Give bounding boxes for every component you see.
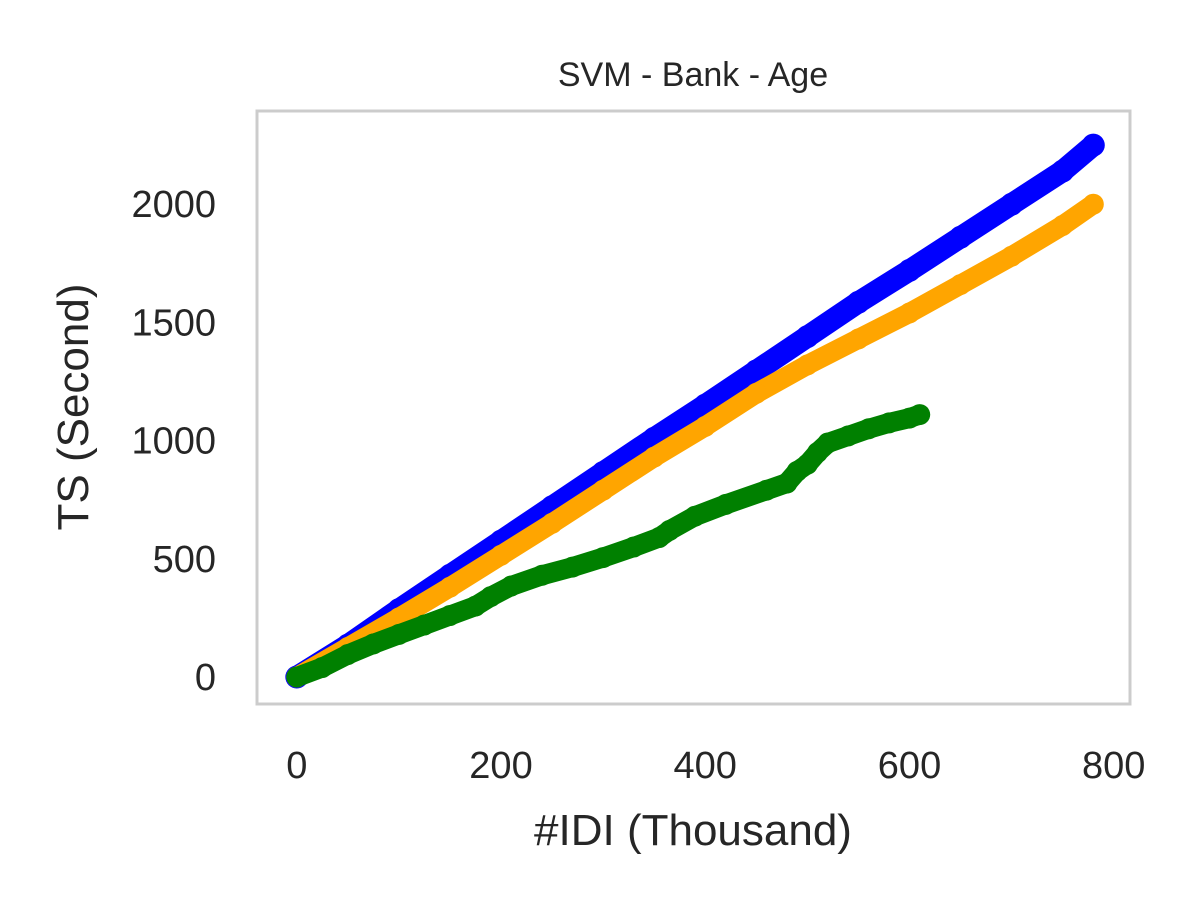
- chart-title: SVM - Bank - Age: [558, 56, 828, 94]
- data-point: [659, 519, 680, 541]
- series-1: [286, 193, 1104, 688]
- data-point: [1081, 133, 1105, 157]
- data-point: [531, 564, 553, 586]
- data-point: [562, 556, 583, 578]
- series-2: [286, 404, 931, 688]
- data-point: [337, 644, 359, 665]
- y-tick-label: 500: [153, 539, 216, 581]
- x-tick-label: 200: [469, 745, 532, 787]
- y-axis-ticks: 0 500 1000 1500 2000: [131, 184, 216, 699]
- y-tick-label: 0: [195, 657, 216, 699]
- data-point: [858, 418, 880, 440]
- data-point: [878, 412, 900, 434]
- data-point: [949, 225, 972, 249]
- data-point: [1052, 215, 1074, 236]
- x-axis-label: #IDI (Thousand): [534, 806, 852, 855]
- data-point: [413, 614, 435, 636]
- plot-frame: [255, 109, 1132, 706]
- data-point: [795, 325, 819, 349]
- data-point: [846, 290, 870, 314]
- data-point: [796, 354, 818, 376]
- data-point: [623, 536, 645, 558]
- series-line-1: [286, 194, 1104, 687]
- data-point: [541, 512, 563, 534]
- data-point: [286, 666, 308, 688]
- data-point: [1051, 159, 1075, 183]
- x-tick-label: 400: [673, 745, 736, 787]
- y-tick-label: 1000: [131, 421, 216, 463]
- data-point: [756, 479, 777, 501]
- data-point: [362, 633, 384, 655]
- data-point: [439, 576, 461, 598]
- data-point: [439, 605, 461, 626]
- data-point: [847, 328, 869, 350]
- data-point: [694, 415, 716, 437]
- data-point: [592, 479, 614, 501]
- y-tick-label: 1500: [131, 302, 216, 344]
- data-point: [490, 544, 512, 566]
- data-point: [684, 505, 706, 527]
- x-tick-label: 0: [286, 745, 307, 787]
- data-point: [950, 274, 971, 296]
- data-point: [388, 623, 410, 645]
- series-layer: [285, 133, 1105, 689]
- data-point: [909, 404, 931, 426]
- plot-area: [255, 109, 1132, 706]
- data-point: [311, 657, 333, 678]
- data-point: [899, 302, 920, 324]
- data-point: [745, 382, 767, 404]
- data-point: [1082, 193, 1104, 215]
- data-point: [465, 595, 486, 617]
- y-axis-label: TS (Second): [49, 284, 98, 531]
- data-point: [715, 493, 737, 515]
- x-tick-label: 800: [1082, 745, 1145, 787]
- data-point: [1000, 192, 1024, 216]
- data-point: [898, 258, 921, 282]
- data-point: [592, 547, 614, 569]
- data-point: [480, 586, 502, 608]
- data-point: [744, 359, 768, 383]
- data-point: [500, 575, 522, 597]
- x-axis-ticks: 0 200 400 600 800: [286, 745, 1145, 787]
- data-point: [817, 432, 839, 454]
- y-tick-label: 2000: [131, 184, 216, 226]
- data-point: [837, 425, 859, 447]
- x-tick-label: 600: [878, 745, 941, 787]
- data-point: [643, 446, 665, 468]
- data-point: [1001, 245, 1023, 267]
